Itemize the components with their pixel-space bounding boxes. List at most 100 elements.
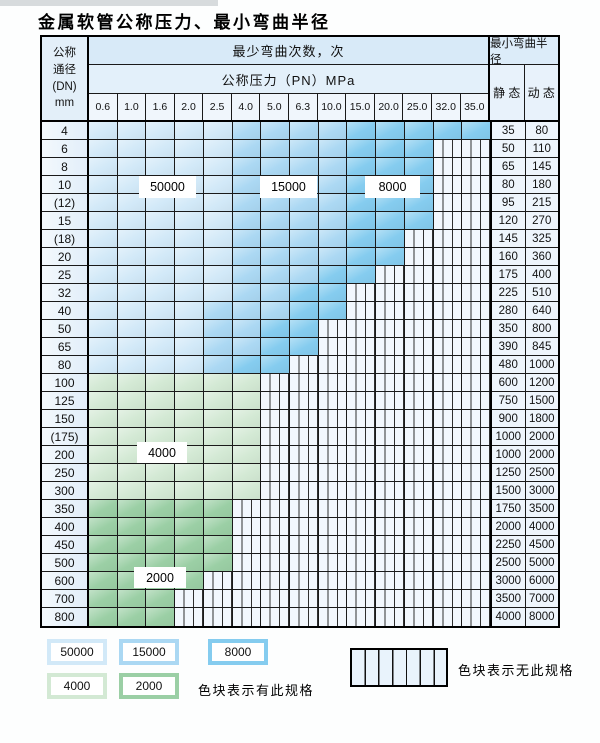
radius-cell-group: 600 1200 xyxy=(490,374,558,392)
spec-cell-4000 xyxy=(89,374,118,392)
static-radius-cell: 145 xyxy=(492,230,526,248)
pressure-cell-group xyxy=(89,194,491,212)
dn-cell: 450 xyxy=(42,536,89,554)
legend-swatch-value: 2000 xyxy=(123,677,175,695)
spec-cell-4000 xyxy=(175,482,204,500)
radius-header: 最小弯曲半径 xyxy=(490,37,558,66)
no-spec-cell xyxy=(261,446,291,464)
dynamic-radius-cell: 640 xyxy=(525,302,558,320)
table-row: 250 1250 2500 xyxy=(42,464,558,482)
spec-cell-8000 xyxy=(318,302,348,320)
radius-cell-group: 1000 2000 xyxy=(490,446,558,464)
radius-cell-group: 35 80 xyxy=(490,122,558,140)
spec-cell-15000 xyxy=(232,320,262,338)
spec-cell-8000 xyxy=(404,158,434,176)
no-spec-cell xyxy=(175,590,204,608)
radius-cell-group: 750 1500 xyxy=(490,392,558,410)
table-row: 32 225 510 xyxy=(42,284,558,302)
spec-cell-50000 xyxy=(117,302,147,320)
spec-cell-4000 xyxy=(89,392,118,410)
spec-cell-4000 xyxy=(232,464,262,482)
no-spec-cell xyxy=(404,248,434,266)
dn-cell: 20 xyxy=(42,248,89,266)
no-spec-cell xyxy=(404,302,434,320)
zone-label-8000: 8000 xyxy=(365,176,420,198)
no-spec-cell xyxy=(433,356,463,374)
static-radius-cell: 50 xyxy=(492,140,526,158)
no-spec-cell xyxy=(433,248,463,266)
radius-header-block: 最小弯曲半径 静 态 动 态 xyxy=(490,37,558,120)
spec-cell-50000 xyxy=(146,356,176,374)
no-spec-cell xyxy=(203,608,233,626)
dn-cell: 500 xyxy=(42,554,89,572)
spec-cell-50000 xyxy=(146,194,176,212)
spec-cell-15000 xyxy=(290,266,319,284)
spec-cell-50000 xyxy=(146,122,176,140)
no-spec-cell xyxy=(261,392,291,410)
spec-cell-50000 xyxy=(117,230,147,248)
spec-cell-8000 xyxy=(462,122,491,140)
no-spec-cell xyxy=(433,176,463,194)
dn-cell: 150 xyxy=(42,410,89,428)
legend-swatch-value: 15000 xyxy=(123,643,175,661)
no-spec-cell xyxy=(261,518,291,536)
spec-cell-15000 xyxy=(232,140,262,158)
dynamic-radius-cell: 270 xyxy=(525,212,558,230)
dynamic-radius-cell: 215 xyxy=(525,194,558,212)
table-row: 65 390 845 xyxy=(42,338,558,356)
no-spec-cell xyxy=(404,518,434,536)
no-spec-cell xyxy=(376,554,405,572)
spec-cell-4000 xyxy=(89,446,118,464)
dn-header-line: 通径 xyxy=(53,63,76,76)
no-spec-cell xyxy=(404,464,434,482)
no-spec-cell xyxy=(318,320,348,338)
no-spec-cell xyxy=(433,374,463,392)
no-spec-cell xyxy=(433,266,463,284)
no-spec-cell xyxy=(462,320,491,338)
no-spec-cell xyxy=(433,536,463,554)
dn-cell: 250 xyxy=(42,464,89,482)
spec-cell-50000 xyxy=(175,266,204,284)
static-radius-cell: 1750 xyxy=(492,500,526,518)
spec-cell-4000 xyxy=(175,392,204,410)
no-spec-cell xyxy=(318,410,348,428)
no-spec-cell xyxy=(376,500,405,518)
spec-cell-8000 xyxy=(347,122,377,140)
legend-swatch-8000: 8000 xyxy=(208,639,268,665)
radius-cell-group: 480 1000 xyxy=(490,356,558,374)
spec-cell-50000 xyxy=(89,122,118,140)
spec-cell-15000 xyxy=(318,140,348,158)
no-spec-cell xyxy=(376,446,405,464)
spec-cell-50000 xyxy=(175,356,204,374)
static-radius-cell: 225 xyxy=(492,284,526,302)
static-radius-cell: 4000 xyxy=(492,608,526,626)
spec-cell-2000 xyxy=(117,590,147,608)
spec-cell-4000 xyxy=(175,464,204,482)
no-spec-cell xyxy=(347,392,377,410)
dn-cell: 100 xyxy=(42,374,89,392)
no-spec-cell xyxy=(462,338,491,356)
radius-cell-group: 80 180 xyxy=(490,176,558,194)
no-spec-cell xyxy=(404,446,434,464)
no-spec-cell xyxy=(290,410,319,428)
spec-cell-2000 xyxy=(146,608,176,626)
spec-cell-4000 xyxy=(232,392,262,410)
spec-cell-50000 xyxy=(89,194,118,212)
spec-cell-50000 xyxy=(146,230,176,248)
pressure-cell-group xyxy=(89,266,491,284)
table-row: 40 280 640 xyxy=(42,302,558,320)
spec-cell-15000 xyxy=(290,194,319,212)
spec-cell-2000 xyxy=(203,554,233,572)
table-row: 450 2250 4500 xyxy=(42,536,558,554)
pressure-cell-group xyxy=(89,122,491,140)
no-spec-cell xyxy=(376,320,405,338)
no-spec-cell xyxy=(261,554,291,572)
no-spec-cell xyxy=(462,230,491,248)
table-row: 700 3500 7000 xyxy=(42,590,558,608)
spec-cell-2000 xyxy=(203,518,233,536)
no-spec-cell xyxy=(290,554,319,572)
spec-cell-50000 xyxy=(175,158,204,176)
no-spec-cell xyxy=(433,572,463,590)
radius-cell-group: 900 1800 xyxy=(490,410,558,428)
pressure-header-value: 4.0 xyxy=(232,94,261,120)
